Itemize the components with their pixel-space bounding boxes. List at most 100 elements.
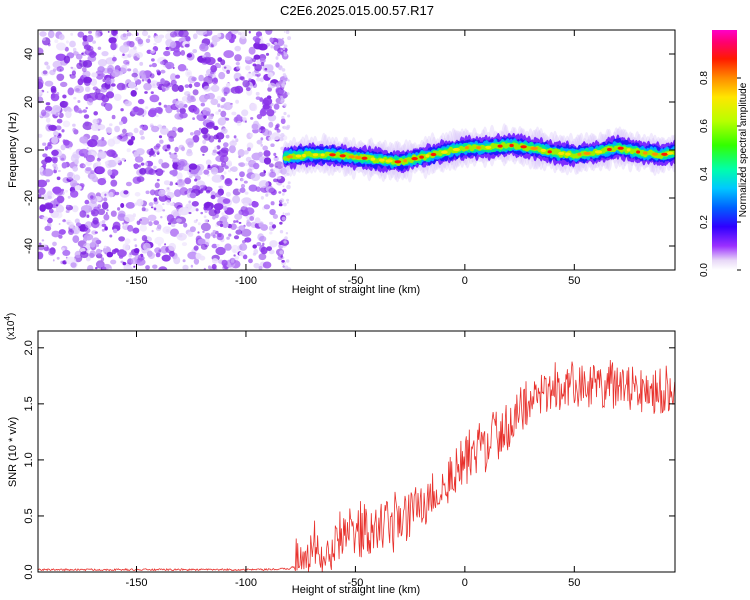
noise-blob bbox=[62, 120, 71, 128]
noise-blob bbox=[38, 251, 44, 260]
noise-blob bbox=[134, 244, 138, 248]
noise-blob bbox=[62, 94, 67, 99]
noise-blob bbox=[67, 87, 75, 96]
ridge-peak bbox=[617, 146, 624, 150]
y-tick-label: 1.5 bbox=[23, 396, 35, 411]
noise-blob bbox=[205, 201, 211, 207]
noise-blob bbox=[258, 67, 261, 72]
noise-blob bbox=[39, 166, 44, 172]
noise-blob bbox=[200, 243, 208, 250]
noise-blob bbox=[93, 111, 98, 116]
y-tick-label: 0 bbox=[23, 147, 35, 153]
noise-blob bbox=[241, 197, 252, 205]
noise-blob bbox=[62, 219, 66, 223]
ridge-peak bbox=[465, 146, 469, 150]
noise-blob bbox=[221, 161, 227, 168]
noise-blob bbox=[170, 73, 177, 81]
noise-blob bbox=[68, 229, 74, 235]
noise-blob bbox=[61, 188, 65, 192]
noise-blob bbox=[231, 244, 240, 254]
noise-blob bbox=[219, 155, 229, 163]
noise-blob bbox=[281, 82, 286, 88]
noise-blob bbox=[145, 106, 149, 109]
noise-blob bbox=[197, 222, 201, 226]
ridge-peak bbox=[452, 147, 460, 152]
noise-blob bbox=[172, 157, 180, 164]
noise-blob bbox=[133, 265, 136, 268]
noise-blob bbox=[144, 167, 154, 175]
noise-blob bbox=[158, 266, 168, 270]
noise-blob bbox=[215, 192, 222, 198]
noise-blob bbox=[131, 33, 134, 37]
noise-blob bbox=[130, 135, 136, 141]
noise-blob bbox=[130, 257, 138, 265]
noise-blob bbox=[38, 133, 43, 138]
noise-blob bbox=[122, 128, 127, 134]
noise-blob bbox=[153, 42, 157, 46]
noise-blob bbox=[260, 196, 264, 200]
noise-blob bbox=[211, 174, 223, 183]
noise-blob bbox=[73, 174, 81, 181]
noise-blob bbox=[60, 81, 68, 88]
noise-blob bbox=[281, 126, 285, 129]
noise-blob bbox=[61, 247, 65, 251]
noise-blob bbox=[51, 136, 59, 144]
noise-blob bbox=[146, 148, 155, 156]
noise-blob bbox=[85, 161, 92, 167]
noise-blob bbox=[230, 166, 238, 173]
noise-blob bbox=[271, 132, 281, 141]
noise-blob bbox=[60, 144, 66, 151]
ridge-peak bbox=[497, 144, 503, 148]
noise-blob bbox=[109, 234, 113, 238]
noise-blob bbox=[117, 207, 121, 211]
noise-blob bbox=[96, 157, 101, 162]
noise-blob bbox=[278, 203, 283, 207]
noise-blob bbox=[122, 33, 127, 38]
noise-blob bbox=[286, 78, 289, 81]
noise-blob bbox=[260, 224, 269, 231]
noise-blob bbox=[254, 217, 261, 224]
noise-blob bbox=[81, 66, 87, 73]
noise-blob bbox=[137, 98, 145, 105]
ridge-peak bbox=[419, 155, 424, 159]
noise-blob bbox=[48, 208, 54, 214]
noise-blob bbox=[133, 106, 140, 113]
noise-blob bbox=[127, 68, 132, 72]
noise-blob bbox=[88, 252, 95, 259]
noise-blob bbox=[107, 159, 117, 168]
noise-blob bbox=[238, 162, 246, 168]
noise-blob bbox=[192, 117, 196, 120]
noise-blob bbox=[90, 195, 94, 199]
noise-blob bbox=[216, 232, 224, 241]
noise-blob bbox=[186, 53, 193, 58]
noise-blob bbox=[285, 126, 290, 130]
noise-blob bbox=[238, 221, 242, 224]
noise-blob bbox=[203, 169, 210, 175]
noise-blob bbox=[263, 150, 271, 157]
noise-blob bbox=[283, 43, 285, 46]
noise-blob bbox=[70, 190, 79, 198]
y-tick-label: -20 bbox=[23, 190, 35, 206]
noise-blob bbox=[216, 244, 220, 247]
noise-blob bbox=[198, 127, 202, 131]
colorbar-tick-label: 0.4 bbox=[699, 167, 710, 181]
noise-blob bbox=[89, 242, 96, 248]
noise-blob bbox=[82, 164, 86, 168]
noise-blob bbox=[164, 149, 168, 152]
noise-blob bbox=[238, 225, 246, 231]
noise-blob bbox=[158, 102, 162, 106]
ridge-peak bbox=[594, 150, 603, 154]
noise-blob bbox=[173, 189, 182, 198]
noise-blob bbox=[267, 72, 274, 78]
noise-blob bbox=[217, 103, 221, 108]
noise-blob bbox=[132, 227, 140, 234]
noise-blob bbox=[250, 173, 261, 182]
noise-blob bbox=[245, 65, 251, 71]
noise-blob bbox=[229, 267, 234, 270]
noise-blob bbox=[55, 53, 66, 61]
noise-blob bbox=[210, 65, 217, 73]
noise-blob bbox=[280, 95, 284, 99]
noise-blob bbox=[166, 30, 172, 33]
noise-blob bbox=[169, 153, 178, 160]
noise-blob bbox=[182, 264, 189, 270]
